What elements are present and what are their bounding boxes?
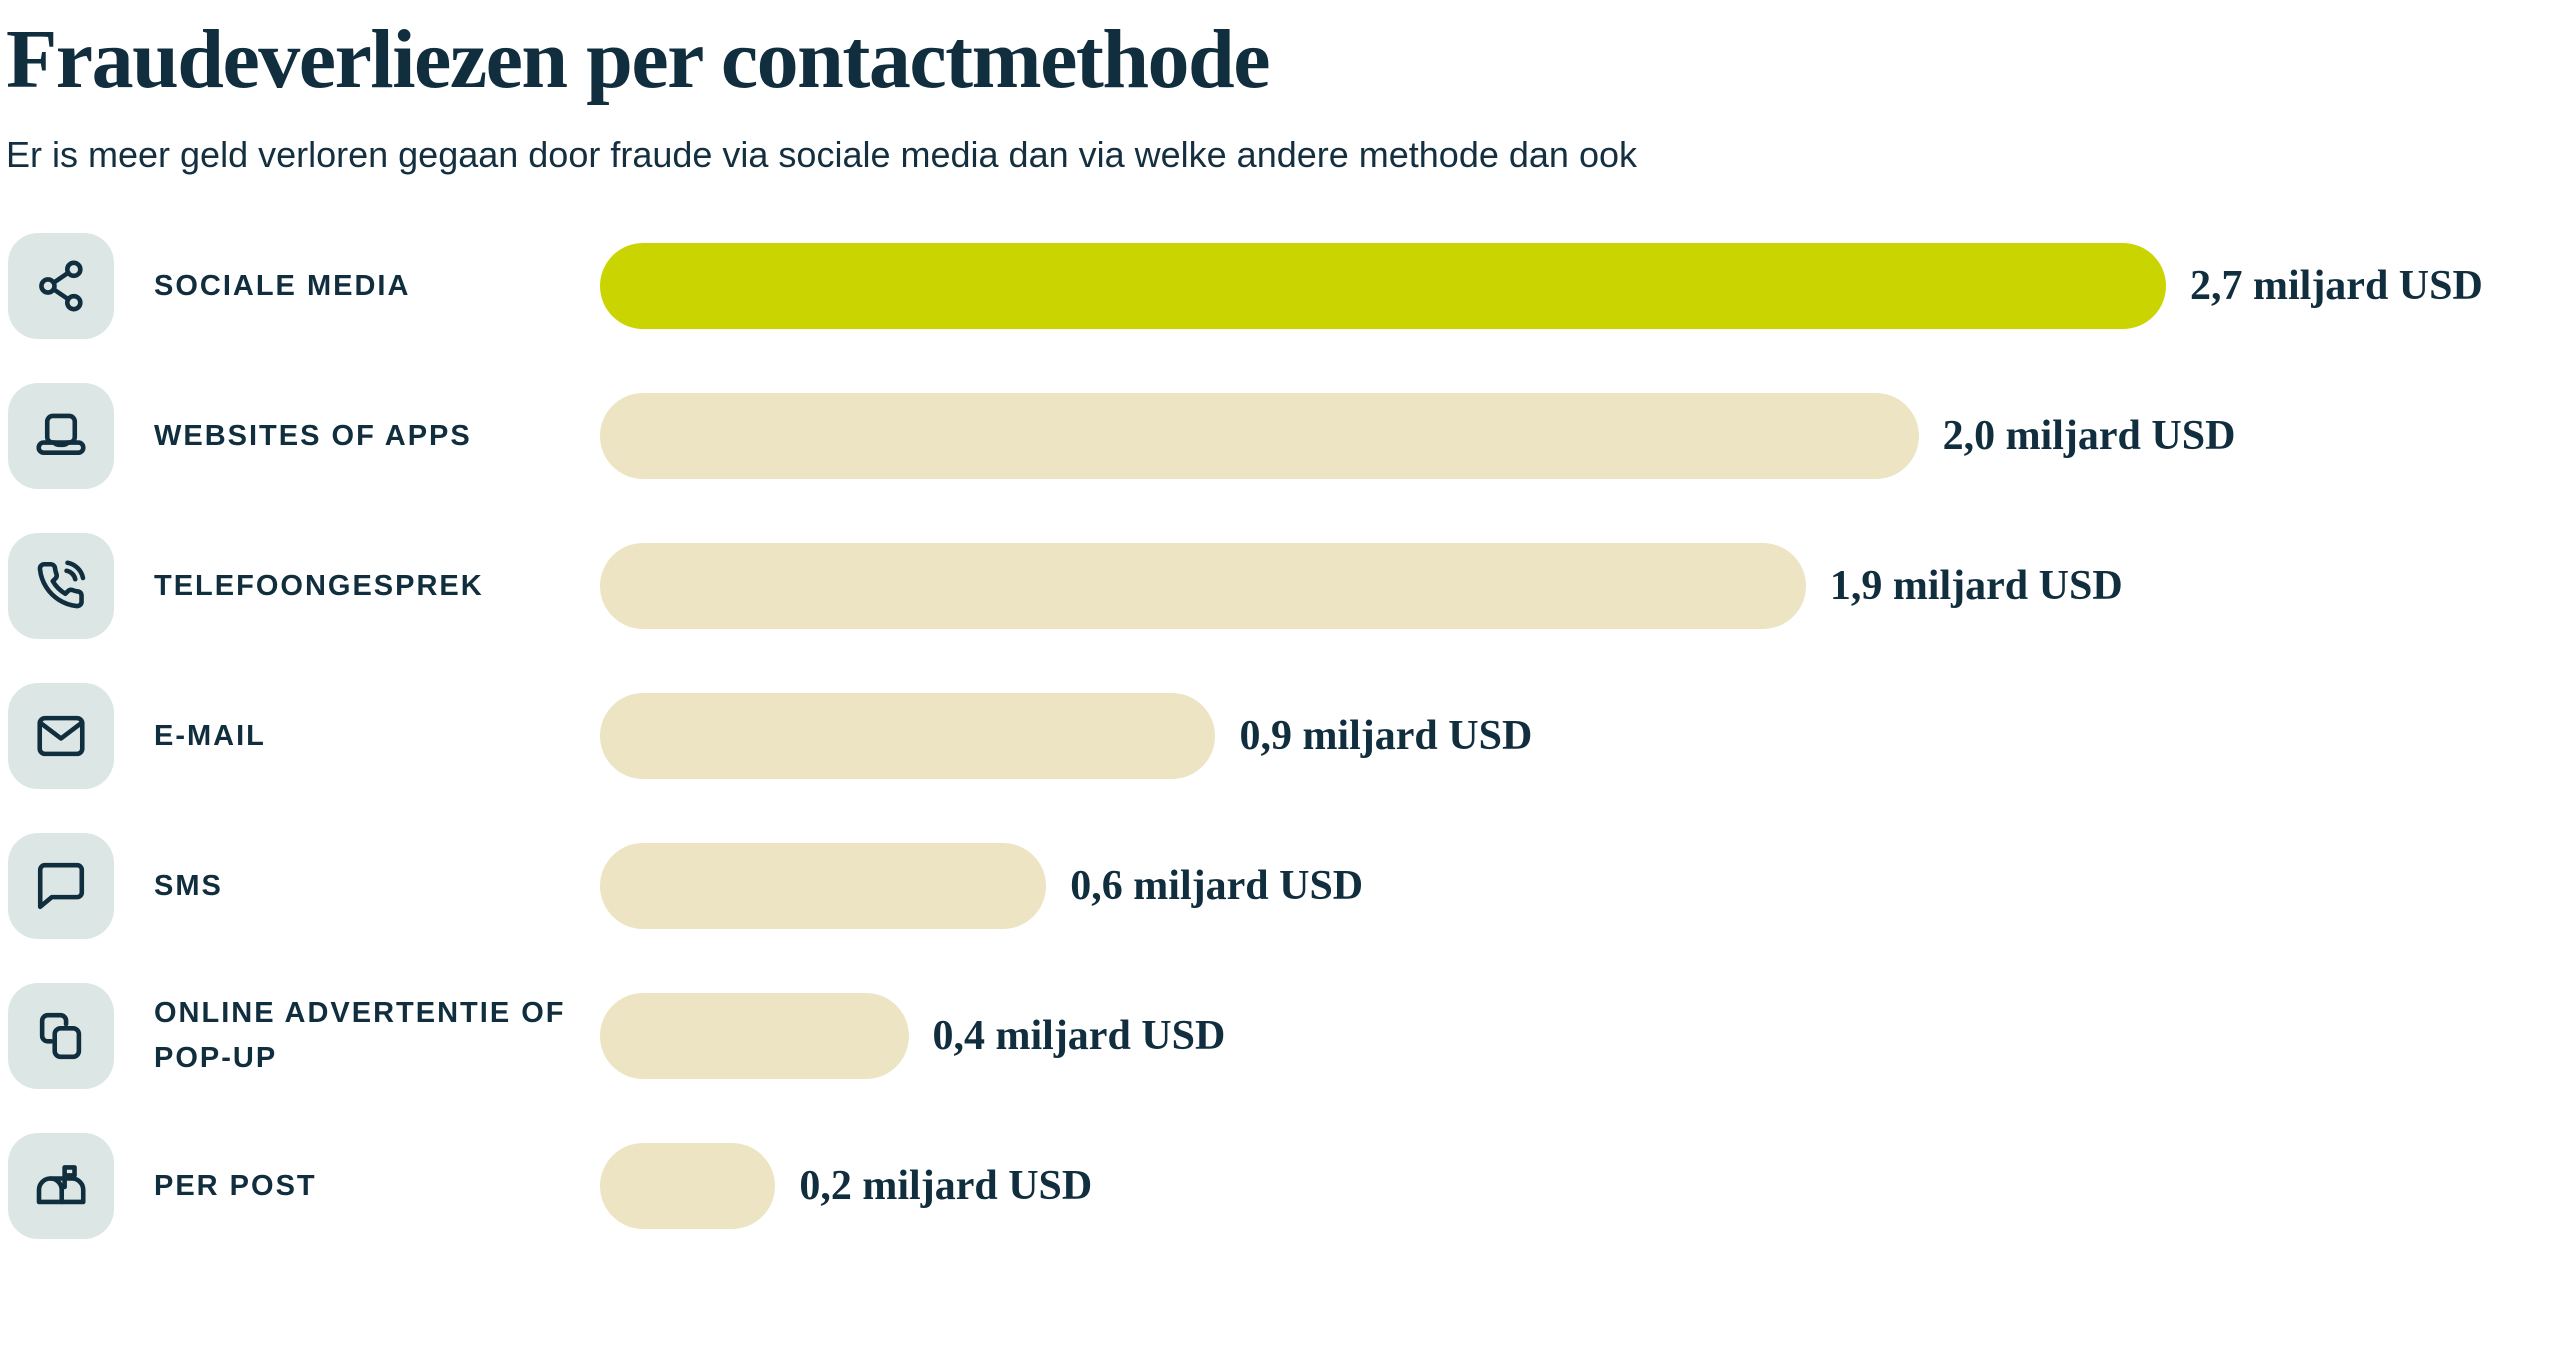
bar-track: 1,9 miljard USD — [600, 543, 2560, 630]
value-label: 0,6 miljard USD — [1070, 863, 1364, 910]
infographic: Fraudeverliezen per contactmethode Er is… — [6, 13, 2560, 1240]
chat-bubble-icon — [37, 863, 85, 910]
category-label: PER POST — [154, 1169, 317, 1202]
category-icon-tile — [8, 233, 114, 340]
value-label: 0,4 miljard USD — [932, 1013, 1226, 1060]
bar-track: 2,7 miljard USD — [600, 243, 2560, 330]
chart-row: ONLINE ADVERTENTIE OF POP-UP 0,4 miljard… — [6, 983, 2560, 1090]
chart-row: TELEFOONGESPREK 1,9 miljard USD — [6, 533, 2560, 640]
category-icon-tile — [8, 383, 114, 490]
bar — [600, 693, 1216, 780]
chart-row: SOCIALE MEDIA 2,7 miljard USD — [6, 233, 2560, 340]
category-label: SOCIALE MEDIA — [154, 269, 411, 302]
category-icon-tile — [8, 833, 114, 940]
value-label: 0,2 miljard USD — [799, 1163, 1093, 1210]
chart-row: E-MAIL 0,9 miljard USD — [6, 683, 2560, 790]
category-label: ONLINE ADVERTENTIE OF POP-UP — [154, 997, 566, 1075]
bar — [600, 243, 2166, 330]
category-label: WEBSITES OF APPS — [154, 419, 472, 452]
page-title: Fraudeverliezen per contactmethode — [6, 13, 1271, 106]
category-icon-tile — [8, 533, 114, 640]
bar-track: 2,0 miljard USD — [600, 393, 2560, 480]
category-icon-tile — [8, 983, 114, 1090]
bar-track: 0,6 miljard USD — [600, 843, 2560, 930]
bar — [600, 1143, 776, 1230]
chart-row: SMS 0,6 miljard USD — [6, 833, 2560, 940]
value-label: 1,9 miljard USD — [1829, 563, 2123, 610]
phone-call-icon — [37, 560, 86, 609]
mail-envelope-icon — [37, 716, 85, 757]
bar-track: 0,4 miljard USD — [600, 993, 2560, 1080]
value-label: 2,0 miljard USD — [1942, 413, 2236, 460]
value-label: 2,7 miljard USD — [2190, 263, 2483, 310]
laptop-icon — [36, 414, 86, 456]
bar-track: 0,9 miljard USD — [600, 693, 2560, 780]
bar — [600, 393, 1919, 480]
bar — [600, 843, 1047, 930]
category-label: SMS — [154, 869, 223, 902]
share-icon — [39, 260, 83, 312]
category-label: E-MAIL — [154, 719, 266, 752]
category-label: TELEFOONGESPREK — [154, 569, 484, 602]
bar-track: 0,2 miljard USD — [600, 1143, 2560, 1230]
category-icon-tile — [8, 1133, 114, 1240]
page-subtitle: Er is meer geld verloren gegaan door fra… — [6, 134, 1637, 176]
bar — [600, 993, 909, 1080]
bar-chart: SOCIALE MEDIA 2,7 miljard USD WEBSITES O… — [6, 233, 2560, 1240]
overlapping-windows-icon — [39, 1013, 82, 1060]
bar — [600, 543, 1806, 630]
mailbox-icon — [36, 1165, 86, 1205]
category-icon-tile — [8, 683, 114, 790]
value-label: 0,9 miljard USD — [1239, 713, 1533, 760]
chart-row: WEBSITES OF APPS 2,0 miljard USD — [6, 383, 2560, 490]
chart-row: PER POST 0,2 miljard USD — [6, 1133, 2560, 1240]
